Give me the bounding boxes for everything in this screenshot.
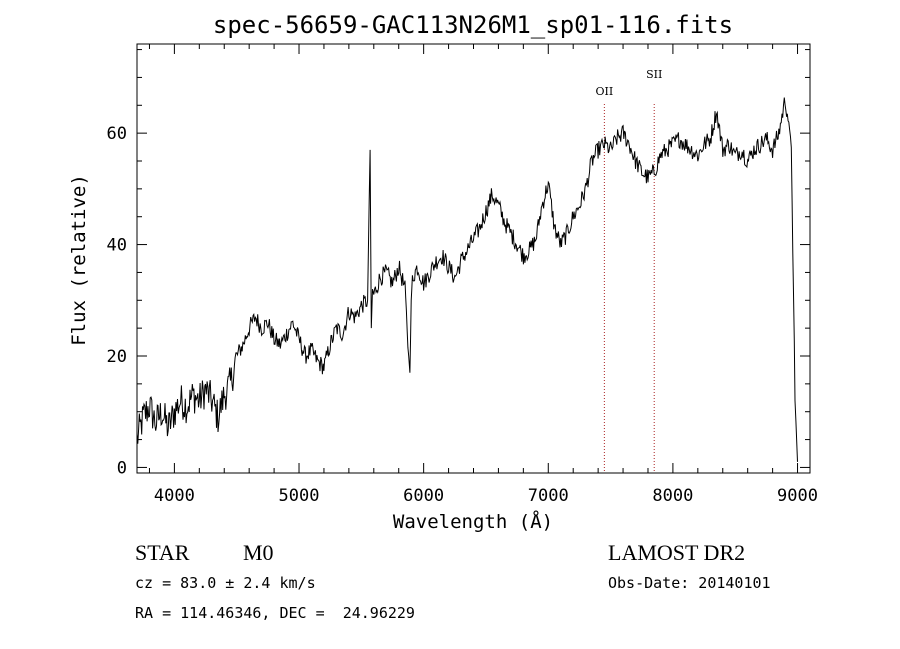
y-tick-label: 20 <box>107 347 127 367</box>
x-axis: 4000 5000 6000 7000 8000 9000 <box>148 44 818 506</box>
marker-label-sii: SII <box>646 68 662 81</box>
x-tick-label: 7000 <box>528 486 569 506</box>
object-type: STAR <box>135 540 190 565</box>
x-tick-label: 6000 <box>403 486 444 506</box>
coordinates: RA = 114.46346, DEC = 24.96229 <box>135 604 415 622</box>
plot-frame <box>136 43 811 474</box>
x-tick-label: 5000 <box>279 486 320 506</box>
y-tick-label: 0 <box>117 458 127 478</box>
observation-date: Obs-Date: 20140101 <box>608 574 771 592</box>
y-tick-label: 60 <box>107 124 127 144</box>
marker-label-oii: OII <box>596 85 614 98</box>
x-tick-label: 8000 <box>652 486 693 506</box>
x-tick-label: 9000 <box>777 486 818 506</box>
x-tick-label: 4000 <box>154 486 195 506</box>
y-axis: 0 20 40 60 <box>107 49 810 478</box>
line-markers: OII SII <box>596 68 662 473</box>
subclass: M0 <box>243 540 274 565</box>
x-axis-label: Wavelength (Å) <box>393 510 553 533</box>
y-tick-label: 40 <box>107 236 127 256</box>
spectrum-line <box>136 97 798 462</box>
y-axis-label: Flux (relative) <box>68 174 90 346</box>
chart-title: spec-56659-GAC113N26M1_sp01-116.fits <box>213 11 733 39</box>
redshift-velocity: cz = 83.0 ± 2.4 km/s <box>135 574 316 592</box>
survey-name: LAMOST DR2 <box>608 540 746 565</box>
